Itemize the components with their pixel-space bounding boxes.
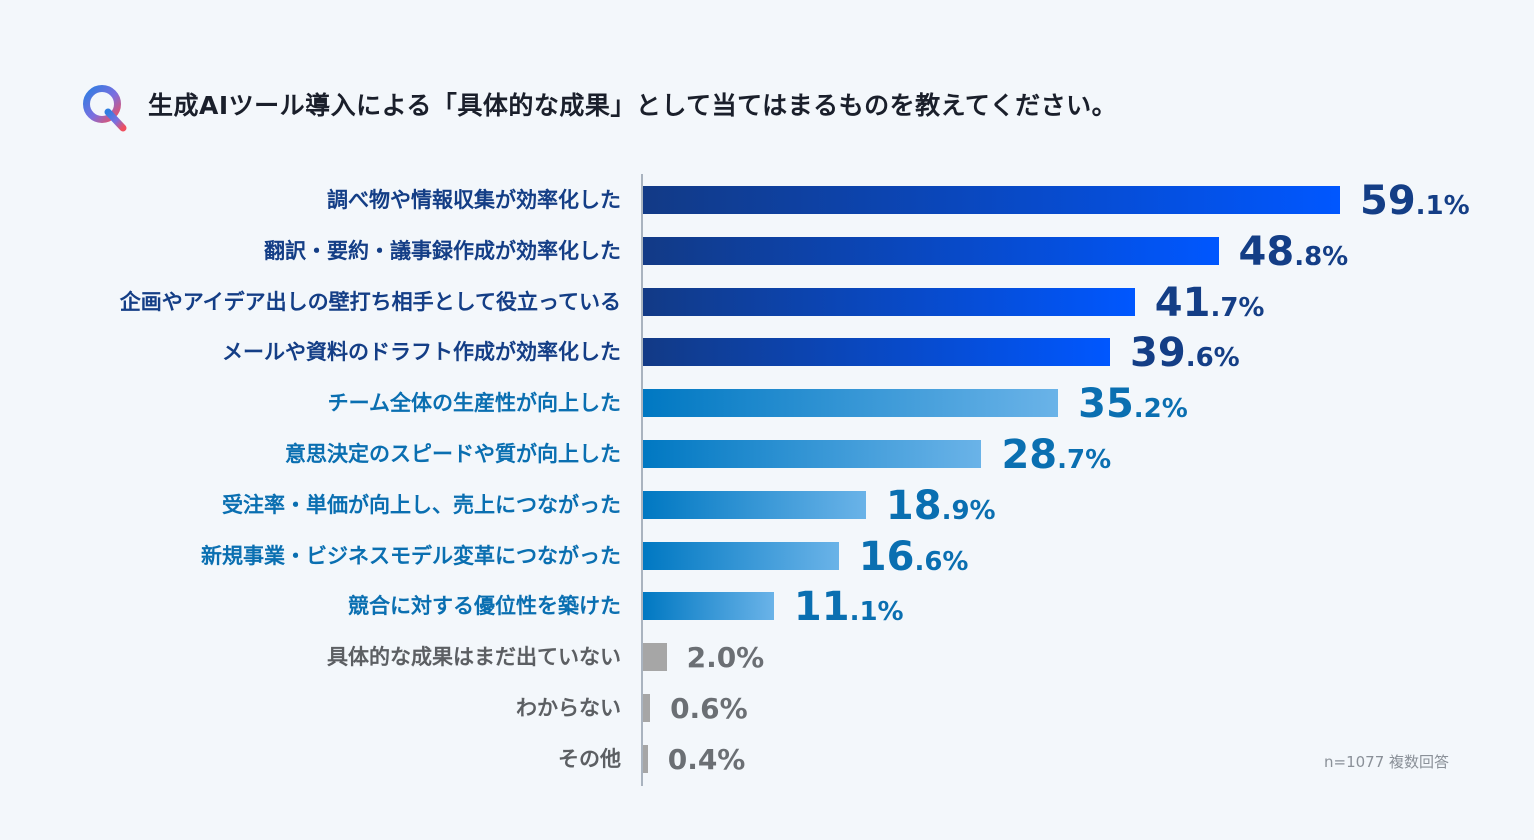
value-label: 11.1% [794,587,904,635]
value-decimal: .6% [689,692,748,725]
value-label: 28.7% [1001,435,1111,483]
category-label: わからない [516,696,621,720]
value-label: 16.6% [859,537,969,585]
bar [643,338,1111,367]
category-label: メールや資料のドラフト作成が効率化した [222,340,621,365]
bar [643,643,667,672]
category-label: 新規事業・ビジネスモデル変革につながった [201,543,621,568]
value-integer: 0 [670,692,690,725]
bar [643,440,982,468]
question-q-icon [83,85,127,132]
category-label: 調べ物や情報収集が効率化した [327,188,621,212]
value-label: 0.6% [670,689,748,729]
value-label: 2.0% [687,638,765,678]
value-integer: 18 [885,482,942,529]
value-integer: 11 [793,584,850,631]
value-integer: 35 [1078,381,1134,428]
bar [643,744,648,773]
chart-axis-line [641,174,643,786]
question-title: 生成AIツール導入による「具体的な成果」として当てはまるものを教えてください。 [148,91,1118,120]
value-label: 39.6% [1130,333,1240,381]
value-decimal: .0% [706,641,765,675]
value-decimal: .2% [1133,394,1188,425]
value-integer: 2 [686,641,707,675]
bar [643,186,1340,214]
category-label: 意思決定のスピードや質が向上した [285,442,621,466]
category-label: 企画やアイデア出しの壁打ち相手として役立っている [119,289,621,314]
value-label: 59.1% [1360,181,1470,229]
bar [643,694,651,722]
value-label: 35.2% [1078,384,1188,432]
bar [643,592,774,621]
value-integer: 41 [1154,279,1211,326]
value-decimal: .8% [1294,241,1349,272]
category-label: チーム全体の生産性が向上した [327,391,621,416]
value-decimal: .4% [687,742,746,776]
value-decimal: .9% [941,495,996,526]
category-label: 具体的な成果はまだ出ていない [327,645,621,670]
value-decimal: .7% [1057,445,1112,475]
category-label: 受注率・単価が向上し、売上につながった [222,492,621,517]
value-decimal: .6% [1185,343,1240,374]
category-label: 競合に対する優位性を築けた [348,594,621,619]
category-label: その他 [558,746,621,771]
bar [643,236,1219,265]
value-integer: 48 [1238,228,1295,275]
value-label: 41.7% [1155,283,1265,331]
value-decimal: .7% [1210,292,1265,323]
value-integer: 28 [1001,432,1058,478]
value-decimal: .6% [914,546,969,577]
value-label: 48.8% [1239,232,1349,280]
value-integer: 0 [667,742,688,776]
value-integer: 16 [858,533,915,580]
value-integer: 59 [1360,178,1416,224]
bar [643,389,1059,418]
bar [643,541,839,570]
value-label: 18.9% [886,486,996,534]
value-label: 0.4% [668,740,746,780]
value-integer: 39 [1130,330,1186,377]
category-label: 翻訳・要約・議事録作成が効率化した [264,238,621,263]
bar [643,287,1135,316]
bar [643,490,866,519]
value-decimal: .1% [1415,191,1470,221]
value-decimal: .1% [849,597,904,628]
sample-note: n=1077 複数回答 [1324,753,1450,771]
